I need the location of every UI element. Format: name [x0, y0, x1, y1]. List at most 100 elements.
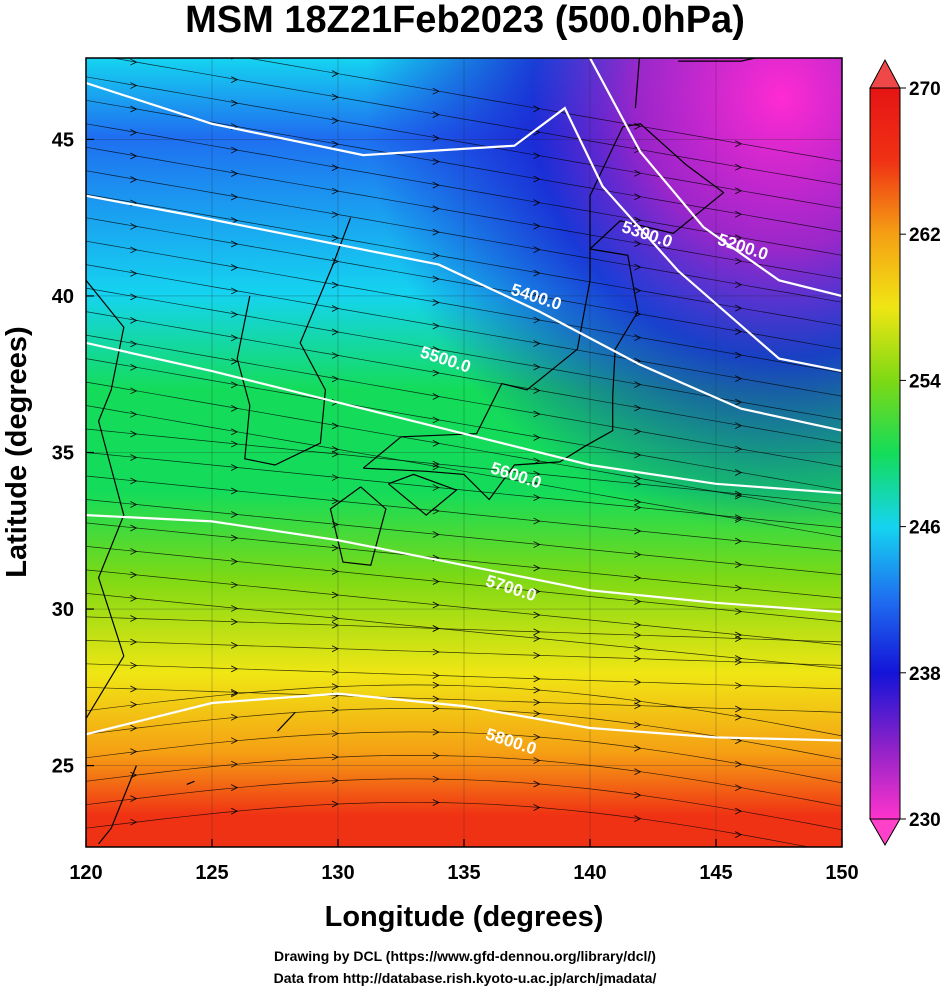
stream-arrow: [735, 445, 743, 453]
stream-arrow: [130, 638, 138, 646]
stream-arrow: [432, 672, 440, 679]
stream-arrow: [634, 240, 642, 248]
stream-arrow: [231, 642, 239, 649]
coastline: [236, 217, 352, 466]
streamline: [110, 58, 842, 186]
stream-arrow: [130, 58, 138, 66]
stream-arrow: [231, 760, 239, 768]
stream-arrow: [634, 645, 642, 652]
streamline: [86, 381, 842, 514]
stream-arrow: [231, 381, 239, 389]
stream-arrow: [331, 93, 339, 101]
coastline: [98, 765, 137, 845]
streamline: [86, 593, 842, 669]
stream-arrow: [432, 705, 440, 712]
stream-arrow: [231, 581, 239, 589]
stream-arrow: [231, 511, 239, 518]
stream-arrow: [432, 681, 440, 689]
stream-arrow: [634, 527, 642, 535]
stream-arrow: [735, 187, 743, 195]
stream-arrow: [331, 706, 339, 714]
stream-arrow: [735, 608, 743, 615]
colorbar-tick-label: 254: [909, 371, 941, 392]
stream-arrow: [735, 658, 743, 666]
x-tick-label: 145: [699, 862, 732, 884]
stream-arrow: [533, 710, 541, 717]
plot-area: 5200.05300.05400.05500.05600.05700.05800…: [86, 58, 842, 847]
stream-arrow: [533, 222, 541, 230]
x-tick-label: 120: [69, 862, 102, 884]
stream-arrow: [735, 490, 743, 498]
stream-arrow: [231, 311, 239, 318]
stream-arrow: [331, 375, 339, 383]
x-tick-label: 140: [573, 862, 606, 884]
stream-arrow: [331, 446, 339, 453]
stream-arrow: [432, 507, 440, 515]
colorbar-tick-label: 238: [909, 664, 941, 685]
stream-arrow: [130, 430, 138, 438]
stream-arrow: [231, 487, 239, 495]
contour-line-5500.0: [86, 341, 842, 495]
stream-arrow: [533, 804, 541, 811]
streamline: [86, 475, 842, 552]
stream-arrow: [735, 584, 743, 592]
colorbar-ticks: 230 238 246 254 262 270: [900, 79, 941, 831]
streamline: [86, 217, 842, 350]
stream-arrow: [231, 146, 239, 154]
stream-arrow: [634, 404, 642, 412]
stream-arrow: [735, 561, 743, 568]
stream-arrow: [231, 605, 239, 612]
stream-arrow: [533, 481, 541, 488]
stream-arrow: [231, 193, 239, 201]
stream-arrow: [130, 387, 138, 395]
stream-arrow: [130, 317, 138, 324]
stream-arrow: [432, 299, 440, 306]
stream-arrow: [231, 665, 239, 673]
stream-arrow: [634, 334, 642, 341]
stream-arrow: [331, 568, 339, 575]
stream-arrow: [634, 631, 642, 639]
stream-arrow: [735, 807, 743, 815]
streamline: [86, 663, 842, 690]
stream-arrow: [331, 117, 339, 124]
stream-arrow: [634, 480, 642, 488]
stream-arrow: [634, 504, 642, 511]
stream-arrow: [533, 588, 541, 595]
stream-arrow: [231, 240, 239, 248]
stream-arrow: [533, 470, 541, 478]
stream-arrow: [634, 216, 642, 224]
stream-arrow: [735, 328, 743, 336]
stream-arrow: [231, 358, 239, 365]
stream-arrow: [130, 571, 138, 579]
stream-arrow: [130, 477, 138, 485]
stream-arrow: [130, 548, 138, 555]
streamline: [86, 755, 842, 807]
stream-arrow: [735, 469, 743, 476]
stream-arrow: [735, 831, 743, 838]
stream-arrow: [634, 655, 642, 663]
stream-arrow: [735, 760, 743, 768]
streamline: [86, 123, 842, 256]
stream-arrow: [432, 728, 440, 736]
streamline: [86, 405, 842, 538]
stream-arrow: [533, 564, 541, 572]
stream-arrow: [432, 87, 440, 95]
stream-arrow: [130, 223, 138, 230]
coastline: [678, 58, 759, 62]
stream-arrow: [130, 129, 138, 136]
stream-arrow: [130, 724, 138, 732]
stream-arrow: [533, 410, 541, 418]
stream-arrow: [634, 744, 642, 752]
stream-arrow: [432, 393, 440, 400]
streamline: [86, 522, 842, 599]
x-axis: 120 125 130 135 140 145 150: [69, 839, 859, 884]
stream-arrow: [634, 551, 642, 558]
colorbar-tick-label: 230: [909, 810, 941, 831]
stream-arrow: [533, 246, 541, 253]
stream-arrow: [533, 293, 541, 300]
coastline: [86, 279, 125, 719]
stream-arrow: [735, 537, 743, 545]
stream-arrow: [634, 768, 642, 776]
contour-line-5300.0: [86, 81, 842, 373]
